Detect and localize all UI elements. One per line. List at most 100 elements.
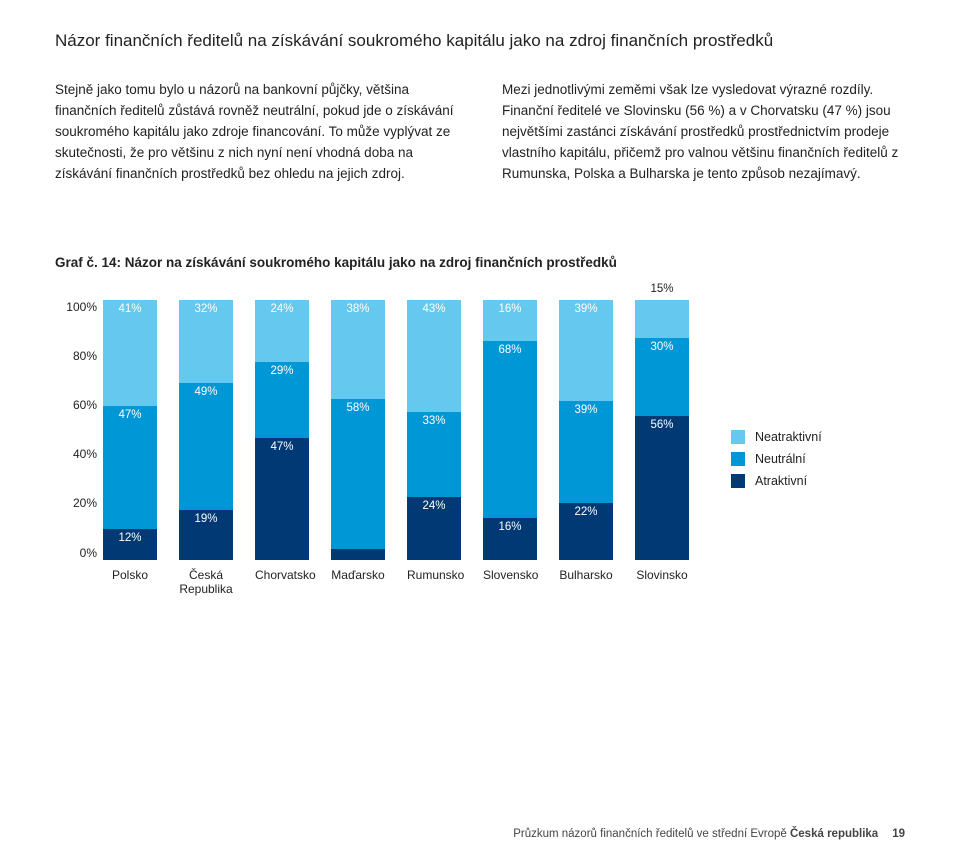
bar-segment-label: 12% <box>103 533 157 545</box>
bar-column: 12% 47% 41% <box>103 300 157 560</box>
bar-segment-label: 43% <box>407 304 461 316</box>
bar: 12% 47% 41% <box>103 300 157 560</box>
chart-legend: Neatraktivní Neutrální Atraktivní <box>731 430 822 496</box>
legend-label: Atraktivní <box>755 474 807 488</box>
bar-segment-neutral: 30% <box>635 338 689 415</box>
bar-segment-label: 15% <box>635 284 689 296</box>
bar-segment-unattractive: 38% <box>331 300 385 399</box>
bar-segment-neutral: 49% <box>179 383 233 510</box>
bar-column: 4% 58% 38% <box>331 300 385 560</box>
chart-x-axis: Polsko ČeskáRepublika Chorvatsko Maďarsko Ru… <box>103 560 905 597</box>
bar-segment-unattractive: 32% <box>179 300 233 383</box>
bar-segment-label: 32% <box>179 304 233 316</box>
page-footer: Průzkum názorů finančních ředitelů ve st… <box>513 828 905 840</box>
bar-segment-neutral: 58% <box>331 399 385 550</box>
bar-segment-unattractive: 41% <box>103 300 157 407</box>
y-tick: 100% <box>55 300 97 314</box>
bar: 56% 30% 15% <box>635 300 689 560</box>
bar-segment-label: 19% <box>179 514 233 526</box>
bar-segment-label: 22% <box>559 507 613 519</box>
chart-title: Graf č. 14: Názor na získávání soukroméh… <box>55 255 905 270</box>
bar-segment-label: 47% <box>103 410 157 422</box>
bar-segment-label: 41% <box>103 304 157 316</box>
bar-segment-attractive: 12% <box>103 529 157 560</box>
bar-segment-neutral: 47% <box>103 406 157 528</box>
bar: 19% 49% 32% <box>179 300 233 560</box>
bar-segment-attractive: 56% <box>635 416 689 560</box>
bar-column: 56% 30% 15% <box>635 300 689 560</box>
bar-segment-label: 29% <box>255 366 309 378</box>
legend-label: Neatraktivní <box>755 430 822 444</box>
bar-segment-unattractive: 39% <box>559 300 613 401</box>
bar-segment-label: 30% <box>635 342 689 354</box>
page-root: Názor finančních ředitelů na získávání s… <box>0 0 960 864</box>
bar-segment-label: 33% <box>407 416 461 428</box>
chart-container: 100% 80% 60% 40% 20% 0% 12% 47% 41% 19% 49% 32% 47%… <box>55 300 905 560</box>
x-axis-label: Rumunsko <box>407 568 461 597</box>
footer-text: Průzkum názorů finančních ředitelů ve st… <box>513 828 790 840</box>
legend-swatch <box>731 452 745 466</box>
y-tick: 20% <box>55 496 97 510</box>
y-tick: 60% <box>55 398 97 412</box>
bar-segment-attractive: 4% <box>331 549 385 559</box>
bar-segment-neutral: 39% <box>559 401 613 502</box>
legend-item: Neutrální <box>731 452 822 466</box>
bar: 22% 39% 39% <box>559 300 613 560</box>
bar: 24% 33% 43% <box>407 300 461 560</box>
legend-item: Neatraktivní <box>731 430 822 444</box>
x-axis-label: Bulharsko <box>559 568 613 597</box>
bar-segment-label: 16% <box>483 522 537 534</box>
bar: 47% 29% 24% <box>255 300 309 560</box>
bar: 16% 68% 16% <box>483 300 537 560</box>
body-columns: Stejně jako tomu bylo u názorů na bankov… <box>55 80 905 185</box>
bar-column: 19% 49% 32% <box>179 300 233 560</box>
column-right: Mezi jednotlivými zeměmi však lze vysled… <box>502 80 905 185</box>
bar-segment-attractive: 22% <box>559 503 613 560</box>
chart-y-axis: 100% 80% 60% 40% 20% 0% <box>55 300 97 560</box>
legend-label: Neutrální <box>755 452 806 466</box>
bar-segment-unattractive: 24% <box>255 300 309 362</box>
legend-swatch <box>731 430 745 444</box>
bar: 4% 58% 38% <box>331 300 385 560</box>
bar-column: 24% 33% 43% <box>407 300 461 560</box>
x-axis-label: ČeskáRepublika <box>179 568 233 597</box>
bar-segment-unattractive: 15% <box>635 300 689 339</box>
bar-segment-label: 47% <box>255 442 309 454</box>
bar-segment-label: 38% <box>331 304 385 316</box>
bar-segment-label: 68% <box>483 345 537 357</box>
footer-bold: Česká republika <box>790 828 878 840</box>
bar-segment-neutral: 33% <box>407 412 461 498</box>
x-axis-label: Maďarsko <box>331 568 385 597</box>
x-axis-label: Chorvatsko <box>255 568 309 597</box>
bar-segment-label: 58% <box>331 403 385 415</box>
bar-segment-attractive: 16% <box>483 518 537 560</box>
bar-segment-label: 39% <box>559 304 613 316</box>
page-title: Názor finančních ředitelů na získávání s… <box>55 30 905 52</box>
bar-segment-attractive: 19% <box>179 510 233 559</box>
bar-segment-label: 16% <box>483 304 537 316</box>
bar-segment-label: 24% <box>255 304 309 316</box>
bar-column: 22% 39% 39% <box>559 300 613 560</box>
y-tick: 40% <box>55 447 97 461</box>
bar-segment-label: 49% <box>179 387 233 399</box>
x-axis-label: Slovinsko <box>635 568 689 597</box>
bar-column: 47% 29% 24% <box>255 300 309 560</box>
column-left: Stejně jako tomu bylo u názorů na bankov… <box>55 80 458 185</box>
bar-segment-label: 24% <box>407 501 461 513</box>
bar-segment-label: 56% <box>635 420 689 432</box>
bar-segment-attractive: 47% <box>255 438 309 560</box>
x-axis-label: Polsko <box>103 568 157 597</box>
bar-column: 16% 68% 16% <box>483 300 537 560</box>
chart-bars: 12% 47% 41% 19% 49% 32% 47% 29% 24% 4% 58% 38% 24% 33… <box>103 300 711 560</box>
y-tick: 0% <box>55 546 97 560</box>
x-axis-label: Slovensko <box>483 568 537 597</box>
y-tick: 80% <box>55 349 97 363</box>
bar-segment-unattractive: 43% <box>407 300 461 412</box>
bar-segment-unattractive: 16% <box>483 300 537 342</box>
footer-page-number: 19 <box>892 828 905 840</box>
legend-item: Atraktivní <box>731 474 822 488</box>
bar-segment-neutral: 68% <box>483 341 537 518</box>
bar-segment-label: 39% <box>559 405 613 417</box>
bar-segment-neutral: 29% <box>255 362 309 437</box>
legend-swatch <box>731 474 745 488</box>
